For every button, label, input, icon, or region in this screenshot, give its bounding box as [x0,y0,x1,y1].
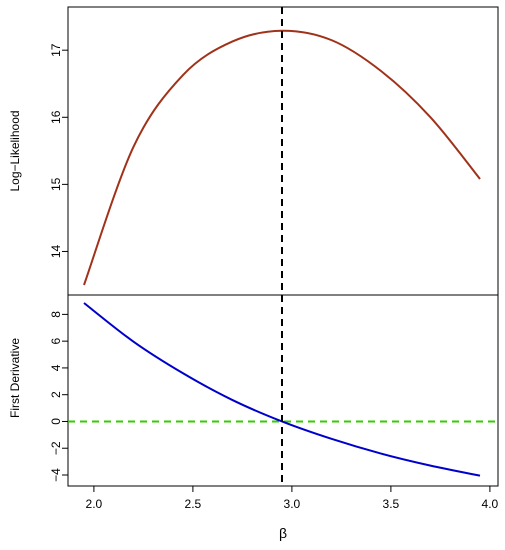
derivative-y-tick-label: −2 [49,441,63,455]
loglik-curve [83,29,481,286]
derivative-x-axis-label: β [279,525,287,541]
loglik-y-tick-label: 17 [49,43,63,57]
derivative-y-tick-label: 0 [49,418,63,425]
derivative-y-tick-label: 8 [49,311,63,318]
loglik-y-tick-label: 14 [49,244,63,258]
derivative-x-tick-label: 2.5 [185,497,202,511]
derivative-y-axis: −4 −2 0 2 4 6 8 [49,311,68,482]
derivative-x-tick-label: 3.5 [383,497,400,511]
derivative-y-tick-label: 4 [49,364,63,371]
derivative-x-axis: 2.0 2.5 3.0 3.5 4.0 [86,486,499,511]
loglik-panel: 14 15 16 17 Log−Likelihood [8,6,499,296]
derivative-x-tick-label: 2.0 [86,497,103,511]
derivative-panel: −4 −2 0 2 4 6 8 2.0 2.5 3.0 3.5 4.0 First Derivati… [8,294,499,541]
derivative-y-tick-label: 2 [49,391,63,398]
loglik-y-axis-label: Log−Likelihood [8,110,22,191]
derivative-curve [83,302,481,477]
derivative-x-tick-label: 3.0 [284,497,301,511]
derivative-y-tick-label: −4 [49,468,63,482]
loglik-y-axis: 14 15 16 17 [49,43,68,258]
derivative-x-tick-label: 4.0 [482,497,499,511]
loglik-marks [83,7,481,295]
loglik-y-tick-label: 15 [49,177,63,191]
derivative-y-axis-label: First Derivative [8,338,22,418]
loglik-y-tick-label: 16 [49,110,63,124]
derivative-y-tick-label: 6 [49,337,63,344]
derivative-marks [68,295,498,486]
